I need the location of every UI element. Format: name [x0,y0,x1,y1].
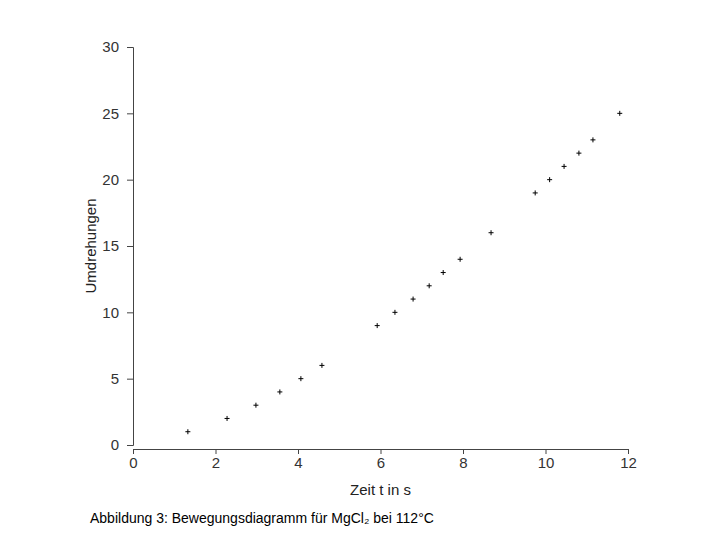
tick: 10 [102,304,133,321]
tick: 0 [111,436,133,453]
point [458,257,463,262]
point [411,297,416,302]
tick-mark [127,312,133,313]
tick-label: 0 [129,454,137,471]
tick-label: 12 [620,454,637,471]
points [185,111,622,434]
point [298,376,303,381]
tick: 30 [102,38,133,55]
axis-line [127,48,134,446]
point [590,137,595,142]
x-axis: 0 2 4 6 8 10 12 [129,449,637,471]
tick: 10 [538,449,555,471]
plot: 0 2 4 6 8 10 12 0 5 10 15 20 25 30 [102,38,637,470]
tick: 25 [102,105,133,122]
tick-label: 15 [102,237,119,254]
tick: 4 [294,449,302,471]
tick-label: 10 [102,304,119,321]
point [253,403,258,408]
tick-label: 6 [377,454,385,471]
point [225,416,230,421]
point [576,151,581,156]
y-axis-title: Umdrehungen [82,198,99,293]
point [319,363,324,368]
tick: 5 [111,370,133,387]
tick-label: 20 [102,171,119,188]
point [547,177,552,182]
tick-mark [127,379,133,380]
tick-label: 2 [212,454,220,471]
point [392,310,397,315]
tick-label: 4 [294,454,302,471]
tick: 2 [212,449,220,471]
tick-label: 0 [111,436,119,453]
tick-mark [127,445,133,446]
y-axis: 0 5 10 15 20 25 30 [102,38,133,453]
point [562,164,567,169]
tick-mark [127,180,133,181]
tick: 20 [102,171,133,188]
point [277,389,282,394]
tick: 6 [377,449,385,471]
point [441,270,446,275]
tick-label: 10 [538,454,555,471]
point [489,230,494,235]
tick-label: 30 [102,38,119,55]
point [427,283,432,288]
point [617,111,622,116]
tick-mark [127,113,133,114]
tick-mark [127,246,133,247]
point [185,429,190,434]
tick-label: 5 [111,370,119,387]
tick: 8 [459,449,467,471]
x-axis-title: Zeit t in s [350,481,411,498]
tick: 15 [102,237,133,254]
caption: Abbildung 3: Bewegungsdiagramm für MgCl₂… [90,510,434,526]
tick-label: 8 [459,454,467,471]
tick-mark [127,47,133,48]
point [375,323,380,328]
chart: 0 2 4 6 8 10 12 0 5 10 15 20 25 30 Zeit t in s Umdrehun… [0,0,720,540]
point [533,190,538,195]
tick: 12 [620,449,637,471]
tick: 0 [129,449,137,471]
tick-label: 25 [102,105,119,122]
